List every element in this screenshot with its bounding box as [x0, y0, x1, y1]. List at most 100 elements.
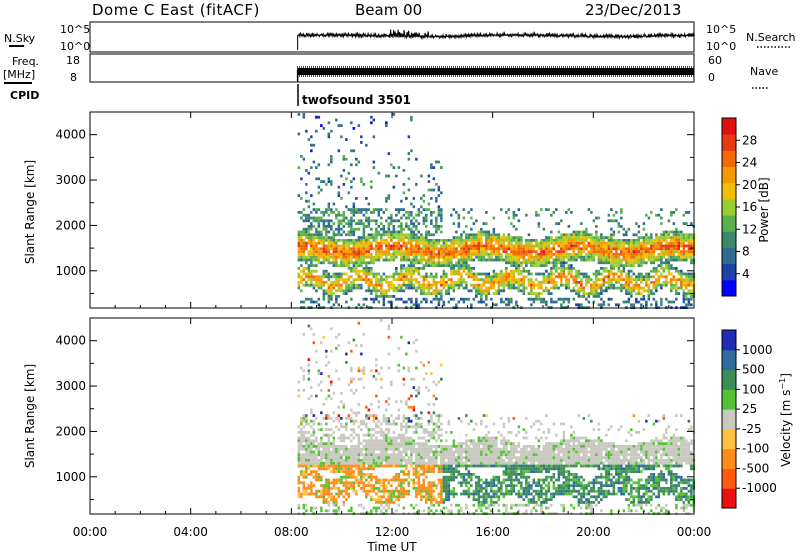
range-gate-cell: [302, 506, 306, 510]
range-gate-cell: [372, 456, 376, 459]
range-gate-cell: [332, 464, 336, 468]
range-gate-cell: [412, 286, 416, 290]
range-gate-cell: [382, 253, 386, 256]
range-gate-cell: [675, 233, 678, 237]
range-gate-cell: [355, 247, 358, 251]
range-gate-cell: [340, 239, 343, 242]
range-gate-cell: [450, 272, 453, 276]
range-gate-cell: [392, 295, 396, 298]
range-gate-cell: [525, 264, 528, 267]
range-gate-cell: [542, 289, 546, 293]
range-gate-cell: [667, 236, 671, 239]
range-gate-cell: [437, 380, 441, 384]
range-gate-cell: [435, 453, 438, 457]
range-gate-cell: [412, 269, 416, 273]
range-gate-cell: [317, 115, 321, 119]
range-gate-cell: [652, 255, 656, 259]
range-gate-cell: [492, 247, 496, 251]
range-gate-cell: [312, 464, 316, 468]
range-gate-cell: [345, 255, 348, 259]
range-gate-cell: [452, 247, 456, 251]
range-gate-cell: [360, 211, 363, 214]
range-gate-cell: [305, 461, 308, 465]
range-gate-cell: [525, 213, 528, 217]
range-gate-cell: [340, 253, 343, 256]
range-gate-cell: [362, 253, 366, 256]
range-gate-cell: [390, 436, 393, 440]
range-gate-cell: [417, 425, 421, 429]
range-gate-cell: [670, 267, 673, 270]
range-gate-cell: [435, 216, 438, 220]
range-gate-cell: [312, 275, 316, 279]
range-gate-cell: [452, 222, 456, 225]
range-gate-cell: [507, 297, 511, 301]
range-gate-cell: [337, 230, 341, 234]
range-gate-cell: [347, 487, 351, 490]
range-gate-cell: [580, 255, 583, 259]
range-gate-cell: [307, 199, 311, 203]
range-gate-cell: [352, 445, 356, 448]
range-gate-cell: [490, 239, 493, 242]
range-gate-cell: [322, 501, 326, 504]
range-gate-cell: [540, 261, 543, 265]
range-gate-cell: [350, 180, 353, 183]
range-gate-cell: [327, 361, 331, 364]
range-gate-cell: [590, 241, 593, 245]
range-gate-cell: [300, 300, 303, 304]
range-gate-cell: [480, 233, 483, 237]
range-gate-cell: [325, 481, 328, 485]
range-gate-cell: [415, 219, 418, 223]
range-gate-cell: [592, 272, 596, 276]
range-gate-cell: [387, 428, 391, 431]
range-gate-cell: [437, 205, 441, 209]
range-gate-cell: [327, 222, 331, 225]
range-gate-cell: [620, 272, 623, 276]
range-gate-cell: [420, 450, 423, 454]
range-gate-cell: [505, 253, 508, 256]
range-gate-cell: [675, 236, 678, 239]
range-gate-cell: [297, 194, 301, 197]
range-gate-cell: [310, 489, 313, 493]
range-gate-cell: [352, 244, 356, 248]
range-gate-cell: [640, 278, 643, 281]
range-gate-cell: [410, 439, 413, 443]
range-gate-cell: [587, 250, 591, 253]
range-gate-cell: [337, 295, 341, 298]
range-gate-cell: [412, 467, 416, 471]
range-gate-cell: [325, 211, 328, 214]
range-gate-cell: [415, 267, 418, 270]
range-gate-cell: [435, 227, 438, 231]
range-gate-cell: [297, 286, 301, 290]
range-gate-cell: [422, 456, 426, 459]
range-gate-cell: [320, 453, 323, 457]
range-gate-cell: [310, 281, 313, 284]
range-gate-cell: [505, 303, 508, 307]
range-gate-cell: [335, 244, 338, 248]
range-gate-cell: [432, 459, 436, 462]
range-gate-cell: [637, 244, 641, 248]
range-gate-cell: [370, 414, 373, 417]
range-gate-cell: [407, 281, 411, 284]
range-gate-cell: [415, 250, 418, 253]
range-gate-cell: [475, 247, 478, 251]
range-gate-cell: [415, 464, 418, 468]
range-gate-cell: [430, 489, 433, 493]
range-gate-cell: [427, 419, 431, 423]
range-gate-cell: [550, 281, 553, 284]
range-gate-cell: [382, 459, 386, 462]
range-gate-cell: [545, 250, 548, 253]
range-gate-cell: [580, 283, 583, 287]
range-gate-cell: [632, 286, 636, 290]
range-gate-cell: [442, 300, 446, 304]
nsky-tick-bottom: 10^0: [60, 40, 90, 53]
range-gate-cell: [317, 216, 321, 220]
range-gate-cell: [355, 211, 358, 214]
range-gate-cell: [427, 459, 431, 462]
range-gate-cell: [427, 389, 431, 392]
range-gate-cell: [532, 292, 536, 295]
range-gate-cell: [402, 253, 406, 256]
range-gate-cell: [670, 213, 673, 217]
range-gate-cell: [632, 289, 636, 293]
range-gate-cell: [372, 211, 376, 214]
range-gate-cell: [670, 283, 673, 287]
